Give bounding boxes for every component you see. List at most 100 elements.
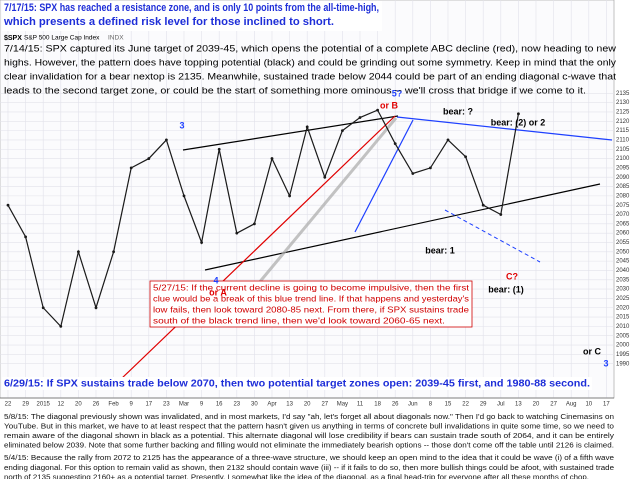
wave-label: bear: ? bbox=[443, 106, 473, 116]
x-tick-label: 15 bbox=[445, 402, 452, 408]
price-line bbox=[7, 109, 519, 328]
x-tick-label: 29 bbox=[480, 402, 487, 408]
wave-label: 3 bbox=[179, 120, 184, 130]
price-point bbox=[464, 155, 467, 159]
update-note: highs. However, the pattern does have to… bbox=[4, 57, 617, 67]
y-tick-label: 2105 bbox=[616, 147, 630, 153]
y-tick-label: 2085 bbox=[616, 184, 630, 190]
x-tick-label: 17 bbox=[603, 402, 610, 408]
archive-note: remain aware of the diagonal shown in bl… bbox=[4, 433, 615, 440]
x-tick-label: 23 bbox=[163, 402, 170, 408]
x-tick-label: 13 bbox=[286, 402, 293, 408]
wave-label: or A bbox=[209, 287, 227, 297]
price-point bbox=[376, 108, 379, 112]
lower-trend-line bbox=[204, 183, 601, 271]
y-tick-label: 2070 bbox=[616, 212, 630, 218]
x-tick-label: May bbox=[337, 402, 348, 408]
x-tick-label: 10 bbox=[585, 402, 592, 408]
exchange: INDX bbox=[108, 35, 124, 42]
boxed-note-frame bbox=[149, 280, 473, 328]
x-tick-label: 20 bbox=[304, 402, 311, 408]
price-point bbox=[24, 235, 27, 239]
price-point bbox=[94, 306, 98, 310]
archive-background bbox=[0, 400, 640, 479]
x-tick-label: Mar bbox=[179, 402, 189, 408]
y-tick-label: 2010 bbox=[616, 324, 630, 330]
x-tick-label: 9 bbox=[200, 402, 204, 408]
y-tick-label: 2060 bbox=[616, 231, 630, 237]
update-note: clear invalidation for a bear nextop is … bbox=[4, 71, 617, 81]
x-tick-label: 29 bbox=[22, 402, 29, 408]
archive-note: 5/4/15: Because the rally from 2072 to 2… bbox=[4, 455, 614, 462]
archive-note: 5/8/15: The diagonal previously shown wa… bbox=[4, 414, 614, 421]
x-tick-label: 23 bbox=[233, 402, 240, 408]
y-tick-label: 2125 bbox=[616, 110, 630, 116]
wave-label: C? bbox=[506, 271, 518, 281]
y-tick-label: 2025 bbox=[616, 296, 630, 302]
blue-top-line bbox=[396, 116, 613, 141]
price-point bbox=[481, 203, 485, 207]
y-tick-label: 2100 bbox=[616, 156, 630, 162]
price-point bbox=[517, 112, 520, 116]
price-point bbox=[200, 241, 204, 244]
price-point bbox=[270, 157, 274, 160]
price-point bbox=[147, 157, 151, 160]
blue-trend-line bbox=[354, 119, 414, 233]
price-point bbox=[446, 138, 450, 142]
x-tick-label: 20 bbox=[533, 402, 540, 408]
y-tick-label: 2035 bbox=[616, 277, 630, 283]
wave-label: 5? bbox=[392, 88, 403, 98]
upper-trend-line bbox=[182, 115, 399, 151]
wave-label: or C bbox=[583, 346, 602, 356]
y-tick-label: 2110 bbox=[616, 138, 630, 144]
y-tick-label: 2075 bbox=[616, 203, 630, 209]
archive-note: YouTube. But in this market, we have to … bbox=[4, 423, 614, 430]
y-tick-label: 2015 bbox=[616, 315, 630, 321]
price-point bbox=[41, 306, 45, 310]
x-tick-label: 9 bbox=[130, 402, 134, 408]
price-point bbox=[429, 166, 432, 170]
target-note-background bbox=[2, 377, 592, 390]
price-point bbox=[6, 203, 10, 207]
x-tick-label: Feb bbox=[108, 402, 119, 408]
archive-note: north of 2135 suggesting 2160+ as a pote… bbox=[4, 474, 589, 479]
x-tick-label: 26 bbox=[93, 402, 100, 408]
boxed-note: low fails, then look toward 2080-85 next… bbox=[153, 304, 469, 314]
y-tick-label: 2020 bbox=[616, 305, 630, 311]
price-point bbox=[59, 324, 63, 328]
wave-label: or B bbox=[380, 100, 399, 110]
wave-label: 4 bbox=[213, 275, 218, 285]
price-point bbox=[129, 166, 133, 170]
x-tick-label: Aug bbox=[566, 402, 577, 408]
x-tick-label: 2015 bbox=[37, 402, 51, 408]
price-point bbox=[341, 129, 344, 133]
price-point bbox=[358, 116, 362, 119]
y-tick-label: 2135 bbox=[616, 91, 630, 97]
price-point bbox=[77, 250, 80, 254]
x-tick-label: 12 bbox=[57, 402, 64, 408]
wave-label: bear: (2) or 2 bbox=[491, 117, 546, 127]
y-tick-label: 2005 bbox=[616, 333, 630, 339]
price-point bbox=[182, 194, 186, 198]
x-tick-label: 18 bbox=[374, 402, 381, 408]
price-point bbox=[323, 175, 327, 179]
y-tick-label: 2000 bbox=[616, 343, 630, 349]
update-note: 7/14/15: SPX captured its June target of… bbox=[4, 43, 617, 53]
boxed-note: 5/27/15: If the current decline is going… bbox=[153, 282, 470, 292]
x-tick-label: Apr bbox=[267, 402, 276, 408]
y-tick-label: 2090 bbox=[616, 175, 630, 181]
y-tick-label: 1995 bbox=[616, 352, 630, 358]
x-tick-label: 22 bbox=[5, 402, 12, 408]
y-tick-label: 2115 bbox=[616, 128, 630, 134]
price-point bbox=[165, 138, 168, 142]
y-tick-label: 1990 bbox=[616, 361, 630, 367]
y-tick-label: 2050 bbox=[616, 249, 630, 255]
x-tick-label: 26 bbox=[392, 402, 399, 408]
price-point bbox=[288, 194, 291, 198]
x-tick-label: 27 bbox=[550, 402, 557, 408]
top-note-background bbox=[2, 1, 382, 31]
x-tick-label: 11 bbox=[357, 402, 364, 408]
update-note: leads to the second target zone, or coul… bbox=[4, 85, 586, 95]
wave-label: 3 bbox=[603, 358, 608, 368]
